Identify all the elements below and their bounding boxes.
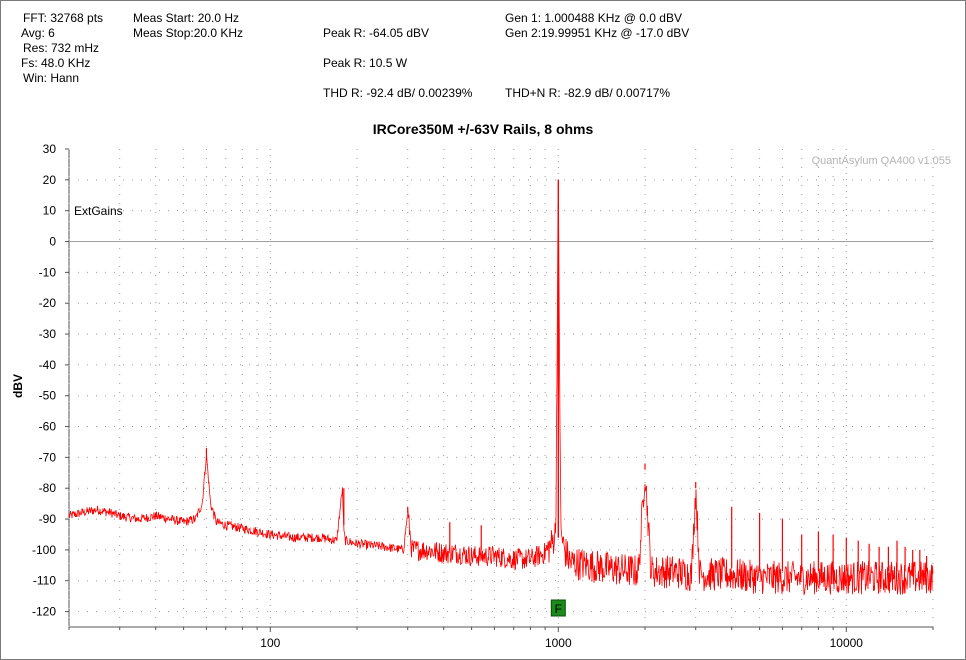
- y-tick-label: -20: [39, 296, 57, 310]
- sample-rate: Fs: 48.0 KHz: [21, 56, 91, 70]
- peak-r-dbv: Peak R: -64.05 dBV: [323, 26, 430, 40]
- watermark: QuantAsylum QA400 v1.055: [812, 155, 951, 167]
- y-tick-label: 0: [49, 235, 56, 249]
- y-tick-label: -100: [32, 543, 56, 557]
- x-tick-labels: 100 1000 10000: [260, 636, 863, 650]
- thd-r: THD R: -92.4 dB/ 0.00239%: [323, 86, 473, 100]
- y-axis-label: dBV: [11, 374, 25, 398]
- meas-start: Meas Start: 20.0 Hz: [133, 11, 240, 25]
- gen1: Gen 1: 1.000488 KHz @ 0.0 dBV: [505, 11, 682, 25]
- window-type: Win: Hann: [23, 71, 80, 85]
- averages: Avg: 6: [21, 26, 55, 40]
- gen2: Gen 2:19.99951 KHz @ -17.0 dBV: [505, 26, 690, 40]
- y-tick-label: -10: [39, 265, 57, 279]
- spectrum-trace: [68, 195, 934, 596]
- meas-stop: Meas Stop:20.0 KHz: [133, 26, 244, 40]
- chart-title: IRCore350M +/-63V Rails, 8 ohms: [372, 121, 594, 137]
- f-marker-label: F: [555, 602, 562, 616]
- f-marker-box[interactable]: [550, 599, 566, 617]
- f-marker[interactable]: F: [550, 599, 566, 617]
- traces: [68, 179, 934, 596]
- x-tick-label: 100: [260, 636, 280, 650]
- y-tick-label: -90: [39, 512, 57, 526]
- y-tick-label: -70: [39, 450, 57, 464]
- y-tick-label: -40: [39, 358, 57, 372]
- peak-r-watts: Peak R: 10.5 W: [323, 56, 408, 70]
- resolution: Res: 732 mHz: [23, 41, 100, 55]
- y-tick-label: -120: [32, 605, 56, 619]
- y-tick-label: -30: [39, 327, 57, 341]
- thdn-r: THD+N R: -82.9 dB/ 0.00717%: [505, 86, 671, 100]
- fft-size: FFT: 32768 pts: [23, 11, 104, 25]
- x-tick-label: 1000: [545, 636, 572, 650]
- grid: [65, 148, 934, 632]
- y-tick-label: -60: [39, 420, 57, 434]
- y-tick-labels: 30 20 10 0 -10 -20 -30 -40 -50 -60 -70 -80 -90 -100 -1…: [32, 142, 56, 619]
- y-tick-label: 20: [43, 173, 57, 187]
- y-tick-label: -110: [33, 574, 56, 588]
- x-tick-label: 10000: [830, 636, 864, 650]
- y-tick-label: -80: [39, 481, 57, 495]
- y-tick-label: -50: [39, 389, 57, 403]
- y-tick-label: 30: [43, 142, 57, 156]
- y-tick-label: 10: [43, 204, 57, 218]
- ext-gains-label: ExtGains: [74, 204, 123, 218]
